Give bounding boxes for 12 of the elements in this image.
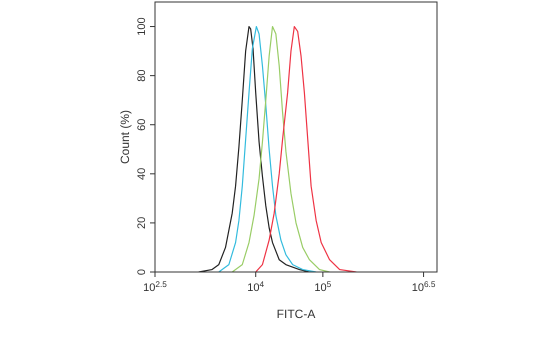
y-tick-label: 60 — [136, 118, 148, 131]
x-tick-label: 10$^{6.5}$ — [412, 280, 436, 294]
y-tick-label: 100 — [136, 17, 148, 36]
x-tick-label: 10$^{5}$ — [314, 280, 332, 294]
x-tick-label: 10$^{4}$ — [247, 280, 265, 294]
y-tick-label: 40 — [136, 168, 148, 180]
y-axis-title: Count (%) — [118, 110, 132, 164]
y-tick-label: 0 — [136, 268, 148, 276]
x-tick-label: 10$^{2.5}$ — [143, 280, 168, 294]
y-tick-label: 80 — [136, 70, 148, 82]
y-tick-label: 20 — [136, 216, 148, 230]
x-axis-title: FITC-A — [276, 307, 316, 321]
